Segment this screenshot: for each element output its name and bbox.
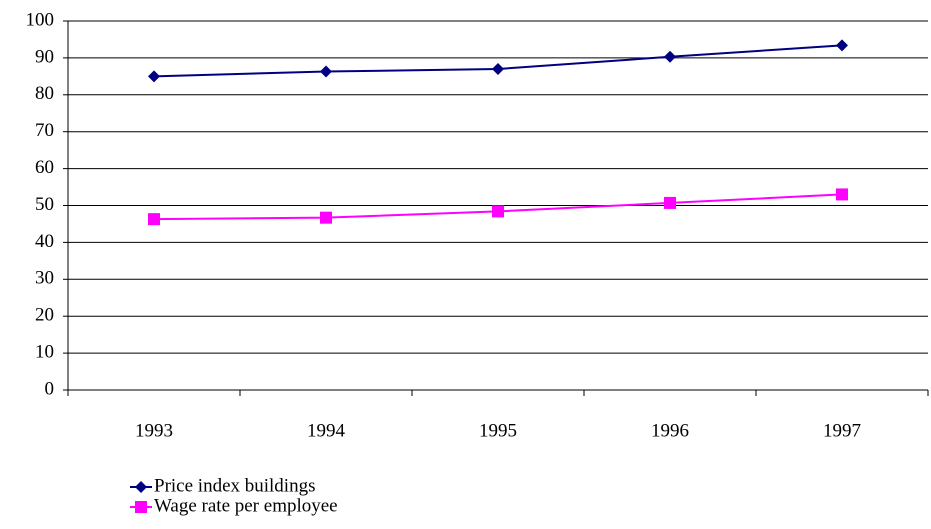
marker — [836, 188, 848, 201]
x-tick-label: 1994 — [307, 420, 346, 441]
x-tick-label: 1993 — [135, 420, 173, 441]
y-tick-label: 20 — [35, 305, 54, 326]
legend-label: Wage rate per employee — [154, 495, 338, 516]
y-tick-label: 50 — [35, 194, 54, 215]
y-tick-label: 100 — [26, 9, 55, 30]
y-tick-label: 30 — [35, 268, 54, 289]
x-tick-label: 1997 — [823, 420, 861, 441]
x-tick-label: 1995 — [479, 420, 517, 441]
y-tick-label: 80 — [35, 83, 54, 104]
y-tick-label: 90 — [35, 46, 54, 67]
marker — [664, 50, 676, 63]
marker — [135, 481, 147, 493]
y-tick-label: 0 — [45, 378, 55, 399]
marker — [492, 62, 504, 75]
y-tick-label: 40 — [35, 231, 54, 252]
marker — [664, 196, 676, 209]
marker — [135, 501, 147, 513]
y-tick-label: 60 — [35, 157, 54, 178]
marker — [836, 39, 848, 52]
marker — [320, 65, 332, 78]
marker — [148, 213, 160, 226]
y-tick-label: 70 — [35, 120, 54, 141]
x-tick-label: 1996 — [651, 420, 689, 441]
marker — [148, 70, 160, 83]
marker — [492, 205, 504, 218]
y-tick-label: 10 — [35, 341, 54, 362]
legend-label: Price index buildings — [154, 475, 315, 496]
marker — [320, 211, 332, 224]
